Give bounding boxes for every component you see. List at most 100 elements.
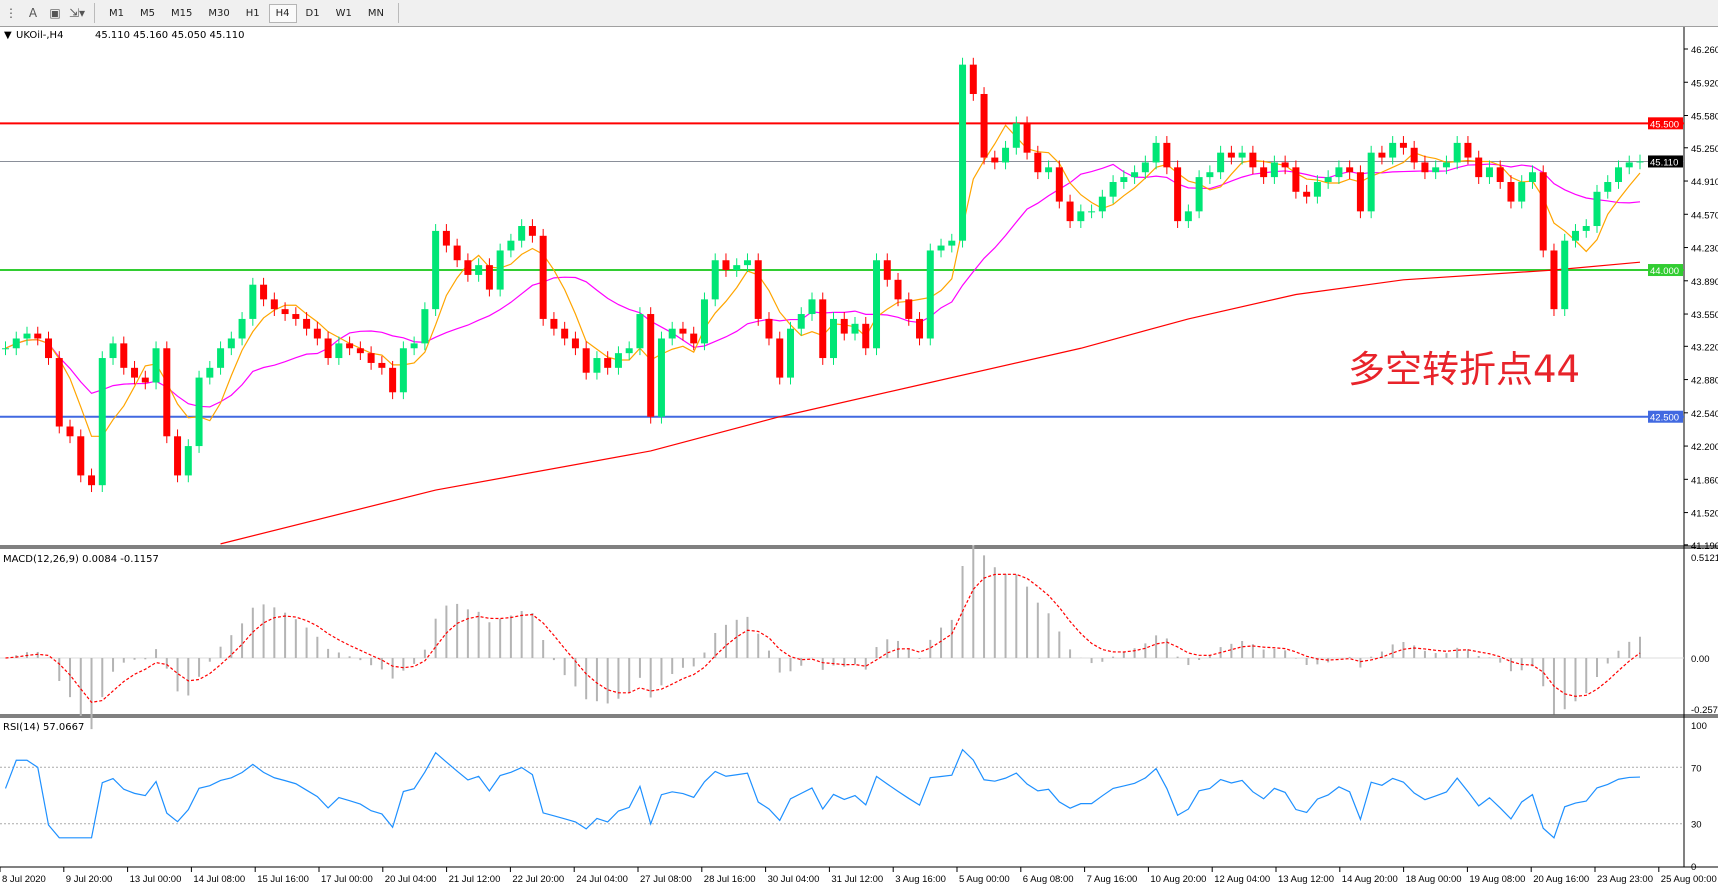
candle [1496, 160, 1504, 189]
candle-body [1045, 167, 1053, 173]
candle-body [1410, 147, 1418, 163]
time-tick-label: 13 Aug 12:00 [1278, 874, 1334, 885]
candle-body [174, 436, 182, 476]
timeframe-h1[interactable]: H1 [245, 7, 260, 19]
candle [2, 341, 9, 356]
candle [786, 321, 794, 385]
candle [528, 219, 536, 243]
candle [66, 419, 74, 444]
candle-body [23, 333, 31, 339]
current-price-label: 45.110 [1650, 157, 1678, 168]
candle [830, 312, 838, 365]
candle-body [647, 314, 655, 417]
candle-body [1303, 191, 1311, 197]
candle [969, 57, 977, 101]
price-tick-label: 43.220 [1691, 342, 1718, 353]
level-tag-label: 42.500 [1650, 413, 1679, 424]
price-tick-label: 43.890 [1691, 277, 1718, 288]
candle-body [98, 358, 106, 486]
candle-body [507, 240, 515, 251]
candle-body [432, 230, 440, 310]
candle-body [238, 318, 246, 339]
candle-body [367, 353, 375, 363]
candle-body [700, 299, 708, 344]
timeframe-m30[interactable]: M30 [208, 7, 230, 19]
candle-body [851, 323, 859, 334]
time-tick-label: 22 Jul 20:00 [512, 874, 564, 885]
time-tick-label: 28 Jul 16:00 [704, 874, 756, 885]
level-tag [1648, 264, 1683, 277]
candle-body [1281, 162, 1289, 168]
grid-icon[interactable]: ⋮ [5, 6, 17, 20]
candle-body [442, 230, 450, 246]
price-pane: 46.260 45.920 45.580 45.250 44.910 44.570 44.2… [0, 45, 1718, 552]
candle-body [496, 250, 504, 290]
arrows-icon[interactable]: ⇲▾ [68, 6, 86, 20]
timeframe-w1[interactable]: W1 [335, 7, 352, 19]
candle [227, 331, 235, 356]
candle-body [722, 260, 730, 271]
candle [432, 224, 440, 316]
candle [937, 238, 945, 258]
pane-frames [0, 27, 1718, 868]
candle-body [227, 338, 235, 349]
timeframe-mn[interactable]: MN [367, 7, 384, 19]
candle-body [1163, 142, 1171, 168]
candle-body [926, 250, 934, 339]
annotation-text[interactable]: 多空转折点44 [1348, 348, 1580, 391]
candle-body [1421, 162, 1429, 173]
candle-body [1034, 152, 1042, 173]
level-tag-label: 44.000 [1650, 266, 1679, 277]
candle-body [378, 362, 386, 368]
candle-body [959, 64, 967, 241]
candle-body [45, 338, 53, 359]
price-tick-label: 45.580 [1691, 112, 1718, 123]
toolbar: ⋮ A ▣ ⇲▾ M1 M5 M15 M30 H1 H4 D1 W1 MN [0, 0, 1718, 27]
candle [1055, 160, 1063, 209]
candle [991, 150, 999, 170]
timeframe-m1[interactable]: M1 [109, 7, 124, 19]
candle-body [980, 93, 988, 158]
timeframe-m15[interactable]: M15 [171, 7, 193, 19]
candle-body [120, 343, 128, 368]
candle [12, 331, 20, 356]
candle-body [1012, 123, 1020, 148]
text-label-icon[interactable]: ▣ [49, 6, 61, 20]
time-tick-label: 10 Aug 20:00 [1150, 874, 1206, 885]
timeframe-d1[interactable]: D1 [305, 7, 320, 19]
timeframe-m5[interactable]: M5 [140, 7, 155, 19]
timeframe-h4[interactable]: H4 [268, 3, 297, 23]
candle [1367, 145, 1375, 219]
candle [195, 370, 203, 453]
candle [1313, 175, 1321, 204]
chart-area[interactable]: 46.260 45.920 45.580 45.250 44.910 44.570 44.2… [0, 27, 1718, 893]
collapse-triangle-icon[interactable]: ▼ [4, 30, 12, 41]
candle-body [12, 338, 20, 349]
candle [851, 316, 859, 341]
candle-body [561, 328, 569, 339]
text-icon[interactable]: A [28, 6, 38, 20]
ohlc-label: 45.110 45.160 45.050 45.110 [95, 30, 245, 41]
candle [1238, 145, 1246, 165]
candle [1356, 165, 1364, 219]
candle [270, 292, 278, 316]
candle [217, 341, 225, 375]
candle [980, 87, 988, 165]
candle-body [733, 265, 741, 271]
candle [184, 439, 192, 483]
candle-body [356, 348, 364, 354]
candle [1346, 160, 1354, 180]
candle [1227, 145, 1235, 165]
candle-body [1098, 196, 1106, 212]
candle-body [1066, 201, 1074, 222]
candle-body [894, 279, 902, 300]
candle [238, 312, 246, 346]
candle-body [1496, 167, 1504, 183]
candle-body [604, 358, 612, 368]
price-tick-label: 45.250 [1691, 144, 1718, 155]
candle [410, 336, 418, 356]
candle [625, 341, 633, 361]
price-tick-label: 44.570 [1691, 210, 1718, 221]
rsi-tick-label: 70 [1691, 763, 1702, 774]
candle-body [657, 338, 665, 417]
